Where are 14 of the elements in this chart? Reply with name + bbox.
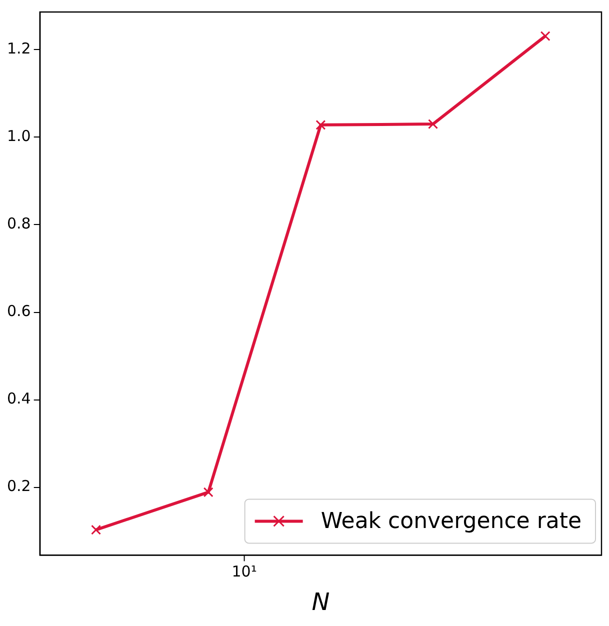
point [203, 487, 214, 498]
y-tick-label: 1.0 [6, 127, 31, 146]
x-axis-title: N [312, 588, 330, 616]
point [540, 31, 550, 42]
y-tick-label: 0.4 [6, 390, 31, 408]
y-tick-label: 0.8 [6, 214, 31, 233]
legend-label: Weak convergence rate [320, 508, 582, 534]
point [428, 119, 438, 130]
y-tick-label: 0.2 [6, 477, 31, 496]
point [91, 524, 102, 535]
y-tick-label: 1.2 [6, 40, 31, 58]
text: 10¹ [232, 562, 257, 581]
point [316, 120, 326, 130]
y-tick-label: 0.6 [6, 302, 31, 320]
